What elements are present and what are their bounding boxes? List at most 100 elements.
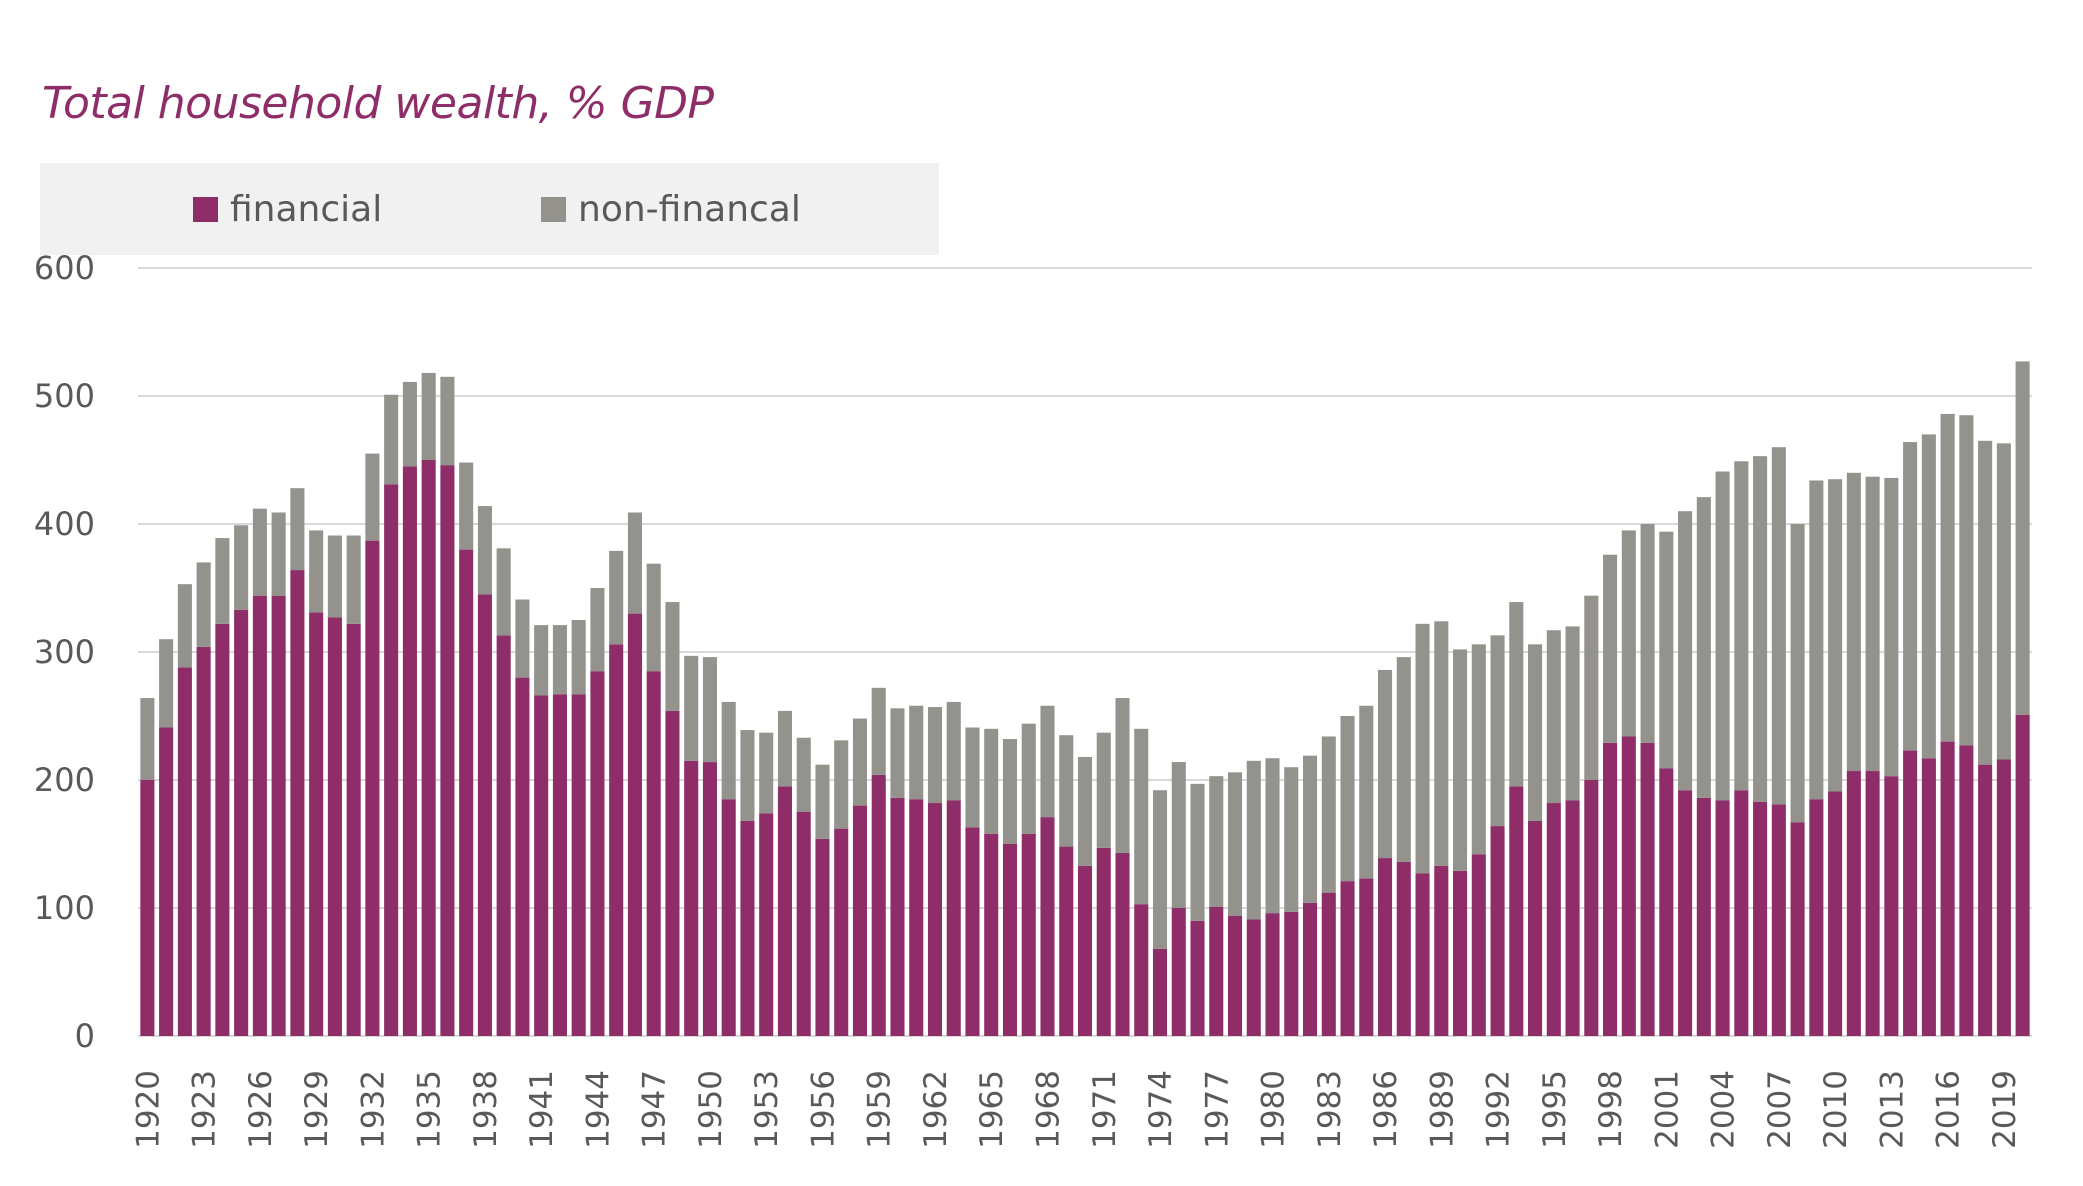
bar-non-financial-1937 [459, 462, 474, 550]
bar-financial-2007 [1771, 804, 1786, 1036]
bar-non-financial-1963 [946, 701, 961, 801]
bar-financial-1936 [440, 465, 455, 1036]
x-tick-label-1932: 1932 [355, 1070, 391, 1149]
y-tick-label-200: 200 [34, 761, 95, 799]
x-tick-label-1977: 1977 [1199, 1070, 1235, 1149]
bar-non-financial-1925 [234, 525, 249, 610]
bar-non-financial-1943 [571, 620, 586, 695]
bar-non-financial-2012 [1865, 476, 1880, 772]
bar-financial-1961 [909, 799, 924, 1036]
bar-non-financial-1934 [402, 381, 417, 467]
bar-financial-1955 [796, 812, 811, 1036]
bar-financial-1965 [984, 833, 999, 1036]
bar-financial-1981 [1284, 911, 1299, 1036]
bar-financial-1950 [702, 762, 717, 1036]
x-tick-label-1956: 1956 [805, 1070, 841, 1149]
bar-financial-1967 [1021, 833, 1036, 1036]
x-tick-label-1983: 1983 [1312, 1070, 1348, 1149]
bar-financial-1966 [1002, 844, 1018, 1036]
x-tick-label-1995: 1995 [1537, 1070, 1573, 1149]
bar-financial-1928 [290, 570, 305, 1036]
bar-financial-1999 [1621, 736, 1636, 1036]
bar-non-financial-1951 [721, 701, 736, 800]
bar-financial-2014 [1903, 750, 1918, 1036]
bar-financial-1995 [1546, 803, 1561, 1036]
bar-financial-1988 [1415, 873, 1430, 1036]
bar-non-financial-1990 [1453, 649, 1468, 871]
bar-financial-1947 [646, 671, 661, 1036]
bar-financial-1926 [252, 595, 267, 1036]
bar-non-financial-1950 [702, 657, 717, 763]
bar-non-financial-1987 [1396, 657, 1411, 862]
x-tick-label-1947: 1947 [637, 1070, 673, 1149]
bar-non-financial-1953 [759, 732, 774, 814]
bar-non-financial-2000 [1640, 524, 1655, 743]
x-tick-label-2019: 2019 [1987, 1070, 2023, 1149]
x-tick-label-1998: 1998 [1593, 1070, 1629, 1149]
bar-financial-1939 [496, 635, 511, 1036]
bar-financial-2013 [1884, 776, 1899, 1036]
bar-non-financial-1935 [421, 372, 436, 460]
bar-financial-1975 [1171, 908, 1186, 1036]
bar-financial-2002 [1678, 790, 1693, 1036]
bar-non-financial-1961 [909, 705, 924, 800]
bar-financial-1979 [1246, 919, 1261, 1036]
bar-non-financial-1999 [1621, 530, 1636, 737]
y-tick-label-300: 300 [34, 633, 95, 671]
bar-non-financial-1970 [1077, 756, 1093, 866]
legend-label-non-financial: non-financal [578, 188, 801, 230]
x-tick-label-2010: 2010 [1818, 1070, 1854, 1149]
x-tick-label-1944: 1944 [580, 1070, 616, 1149]
bar-non-financial-2017 [1959, 415, 1974, 746]
bar-financial-1973 [1134, 904, 1149, 1036]
bar-financial-1986 [1378, 858, 1393, 1036]
x-tick-label-1953: 1953 [749, 1070, 785, 1149]
bar-financial-1996 [1565, 800, 1580, 1036]
bar-financial-1942 [552, 694, 567, 1036]
bar-non-financial-1980 [1265, 758, 1280, 914]
bar-non-financial-1954 [777, 710, 792, 787]
bar-financial-1968 [1040, 817, 1055, 1036]
bar-non-financial-1994 [1528, 644, 1543, 821]
legend-item-financial: financial [193, 163, 382, 255]
bar-financial-1991 [1471, 854, 1486, 1036]
bar-financial-1933 [384, 484, 399, 1036]
bar-financial-2000 [1640, 742, 1655, 1036]
y-tick-label-500: 500 [34, 377, 95, 415]
bar-non-financial-1979 [1246, 760, 1261, 920]
bar-non-financial-1955 [796, 737, 811, 812]
bar-financial-1952 [740, 820, 755, 1036]
bar-financial-1972 [1115, 852, 1130, 1036]
bar-non-financial-2013 [1884, 477, 1899, 777]
bar-financial-1922 [177, 667, 192, 1036]
bar-non-financial-1942 [552, 625, 567, 695]
bar-financial-1920 [140, 780, 155, 1036]
bar-non-financial-1923 [196, 562, 211, 647]
x-tick-label-1962: 1962 [918, 1070, 954, 1149]
x-tick-label-1965: 1965 [974, 1070, 1010, 1149]
x-tick-label-1941: 1941 [524, 1070, 560, 1149]
bar-financial-1977 [1209, 906, 1224, 1036]
bar-financial-2012 [1865, 771, 1880, 1036]
bar-financial-2016 [1940, 741, 1955, 1036]
bar-financial-2006 [1753, 801, 1768, 1036]
bar-non-financial-1985 [1359, 705, 1374, 879]
bar-non-financial-1973 [1134, 728, 1149, 905]
bar-financial-1949 [684, 760, 699, 1036]
bar-non-financial-1930 [327, 535, 342, 618]
bar-non-financial-1965 [984, 728, 999, 834]
bar-financial-1957 [834, 828, 849, 1036]
bar-financial-2004 [1715, 800, 1730, 1036]
bar-non-financial-1977 [1209, 776, 1224, 907]
bar-financial-2009 [1809, 799, 1824, 1036]
bar-financial-1997 [1584, 780, 1599, 1036]
bar-non-financial-1938 [477, 506, 492, 595]
x-tick-label-1926: 1926 [243, 1070, 279, 1149]
bar-financial-1989 [1434, 865, 1449, 1036]
bar-non-financial-2018 [1978, 440, 1993, 765]
bar-financial-1948 [665, 710, 680, 1036]
x-tick-label-1989: 1989 [1424, 1070, 1460, 1149]
bar-non-financial-2016 [1940, 413, 1955, 742]
bar-financial-1992 [1490, 826, 1505, 1036]
x-tick-label-1959: 1959 [862, 1070, 898, 1149]
